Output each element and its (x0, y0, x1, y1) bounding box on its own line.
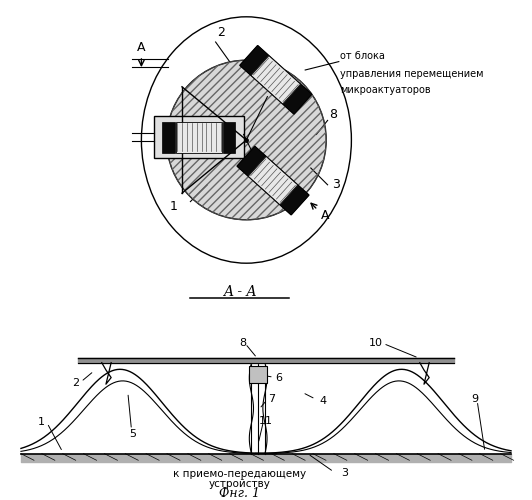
Text: 9: 9 (471, 394, 478, 404)
Text: 7: 7 (268, 394, 275, 404)
Text: микроактуаторов: микроактуаторов (340, 84, 431, 94)
Text: 5: 5 (130, 429, 137, 439)
Bar (154, 116, 244, 158)
Text: устройству: устройству (209, 480, 271, 490)
Text: A: A (137, 41, 146, 54)
Polygon shape (240, 46, 269, 75)
Polygon shape (240, 46, 312, 114)
Text: 8: 8 (239, 338, 246, 348)
Text: 2: 2 (217, 26, 225, 40)
Bar (250, 366, 267, 383)
Text: Фнг. 1: Фнг. 1 (219, 487, 261, 500)
Text: 11: 11 (259, 416, 273, 426)
Text: 2: 2 (72, 378, 79, 388)
Text: 10: 10 (369, 338, 383, 348)
Text: 1: 1 (38, 417, 45, 427)
Text: 8: 8 (329, 108, 337, 120)
Polygon shape (237, 146, 309, 215)
Polygon shape (237, 146, 265, 176)
Circle shape (167, 60, 326, 220)
Bar (176, 122, 222, 152)
Polygon shape (248, 156, 298, 204)
Text: A - A: A - A (223, 284, 256, 298)
Text: 3: 3 (332, 178, 340, 190)
Text: 4: 4 (320, 396, 327, 406)
Text: управления перемещением: управления перемещением (340, 69, 484, 79)
Text: 6: 6 (276, 372, 282, 382)
Polygon shape (251, 56, 301, 104)
Text: A: A (321, 209, 329, 222)
Bar (162, 122, 175, 152)
Text: 3: 3 (340, 468, 348, 478)
Bar (222, 122, 235, 152)
Polygon shape (283, 84, 312, 114)
Polygon shape (280, 186, 309, 215)
Text: от блока: от блока (340, 51, 385, 61)
Text: к приемо-передающему: к приемо-передающему (173, 470, 306, 480)
Text: 1: 1 (170, 200, 178, 213)
